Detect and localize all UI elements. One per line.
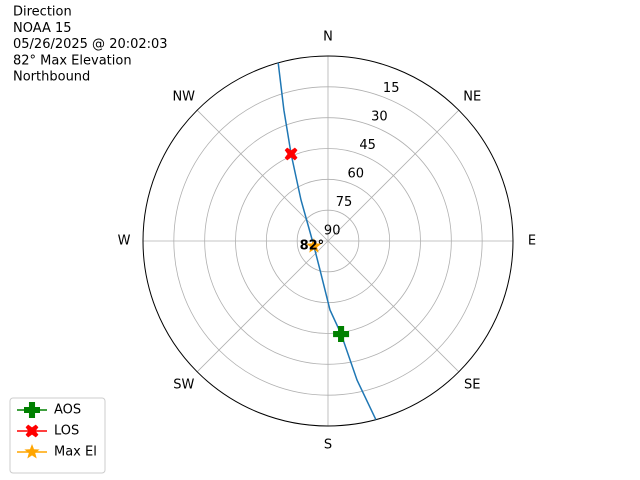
legend-label: Max El xyxy=(54,445,97,460)
title-line: Northbound xyxy=(13,70,90,85)
legend-marker xyxy=(24,444,40,459)
title-line: 82° Max Elevation xyxy=(13,53,132,68)
theta-tick-label: S xyxy=(324,438,332,453)
theta-tick-label: SW xyxy=(173,378,194,393)
theta-tick-label: W xyxy=(118,234,131,249)
grid-spoke xyxy=(327,109,460,242)
theta-tick-label: N xyxy=(323,30,333,45)
grid-spoke xyxy=(196,240,329,373)
grid-spoke xyxy=(196,109,329,242)
title-line: NOAA 15 xyxy=(13,21,72,36)
title-line: Direction xyxy=(13,5,72,20)
r-tick-label: 15 xyxy=(383,81,400,96)
r-tick-label: 90 xyxy=(324,223,341,238)
legend-marker xyxy=(24,402,40,418)
marker-x xyxy=(284,147,298,161)
annotation: 82° xyxy=(300,239,325,254)
marker-plus xyxy=(333,326,350,343)
marker-star xyxy=(306,238,322,253)
legend-label: AOS xyxy=(54,403,81,418)
legend: AOS LOS Max El xyxy=(9,397,106,474)
theta-tick-label: E xyxy=(528,234,536,249)
title-line: 05/26/2025 @ 20:02:03 xyxy=(13,37,168,52)
r-tick-label: 30 xyxy=(371,109,388,124)
legend-marker xyxy=(25,424,39,438)
theta-tick-label: NW xyxy=(172,89,195,104)
r-tick-label: 45 xyxy=(359,138,376,153)
r-tick-label: 75 xyxy=(336,195,353,210)
theta-tick-label: SE xyxy=(464,378,480,393)
grid-spoke xyxy=(327,240,460,373)
legend-label: LOS xyxy=(54,424,79,439)
polar-spine xyxy=(142,55,514,427)
r-tick-label: 60 xyxy=(348,166,365,181)
theta-tick-label: NE xyxy=(463,89,481,104)
